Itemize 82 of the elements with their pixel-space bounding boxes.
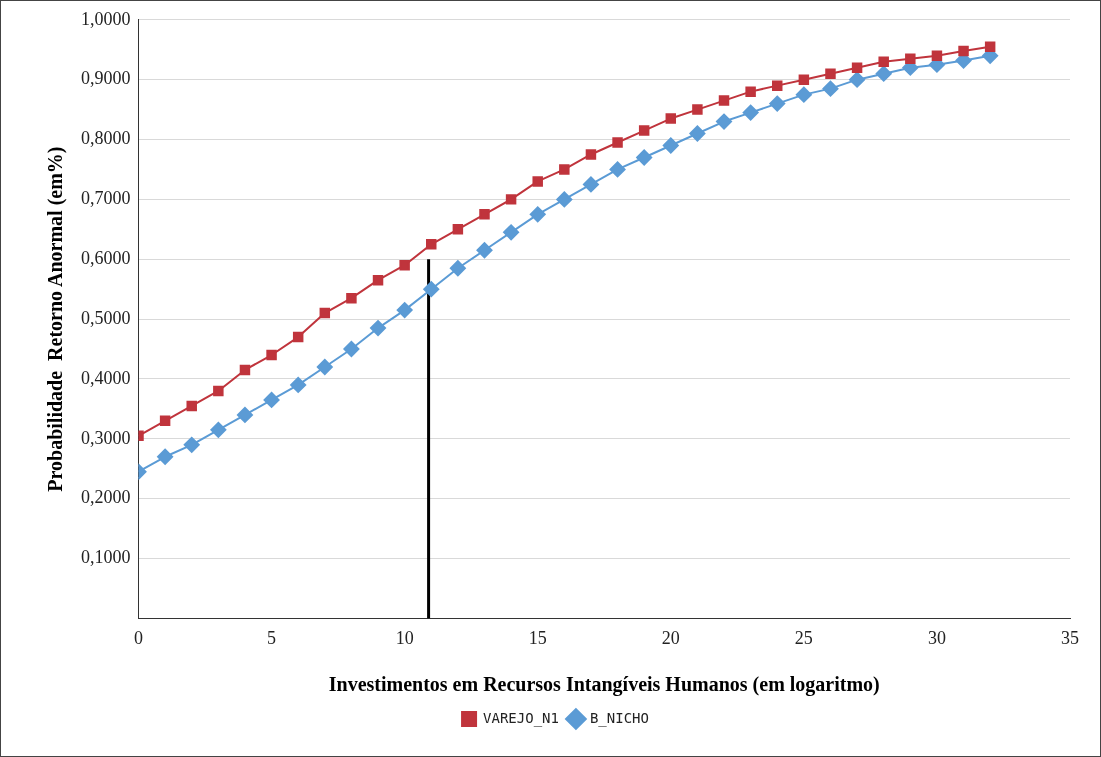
- point: [875, 65, 892, 82]
- x-tick-label: 30: [927, 627, 946, 648]
- x-tick-label: 20: [661, 627, 680, 648]
- point: [716, 113, 733, 130]
- point: [905, 53, 916, 64]
- point: [399, 259, 410, 271]
- point: [609, 161, 626, 178]
- y-tick-label: 0,7000: [81, 188, 131, 209]
- point: [556, 191, 573, 208]
- point: [689, 125, 706, 142]
- y-tick-label: 1,0000: [81, 8, 131, 29]
- point: [479, 209, 490, 220]
- y-tick-label: 0,1000: [81, 547, 131, 568]
- point: [532, 176, 543, 187]
- y-axis-title: Probabilidade Retorno Anormal (em%): [44, 146, 68, 492]
- point: [849, 71, 866, 88]
- point: [449, 260, 466, 277]
- point: [505, 194, 517, 205]
- point: [745, 86, 756, 97]
- y-tick-label: 0,5000: [81, 307, 131, 328]
- point: [316, 358, 333, 375]
- point: [798, 74, 810, 85]
- point: [319, 307, 331, 319]
- point: [795, 86, 812, 103]
- point: [157, 448, 174, 465]
- point: [423, 281, 440, 298]
- x-axis-title: Investimentos em Recursos Intangíveis Humanos (em logaritmo): [328, 673, 880, 697]
- point: [772, 80, 783, 91]
- point: [372, 274, 384, 286]
- x-tick-label: 10: [395, 627, 414, 648]
- point: [825, 68, 836, 79]
- y-tick-label: 0,8000: [81, 128, 131, 149]
- point: [742, 104, 759, 121]
- point: [503, 224, 520, 241]
- point: [343, 341, 360, 358]
- point: [665, 113, 677, 124]
- legend-label: VAREJO_N1: [483, 709, 559, 727]
- point: [426, 239, 437, 250]
- point: [183, 436, 200, 453]
- point: [958, 45, 969, 57]
- x-tick-label: 0: [134, 627, 143, 648]
- point: [636, 149, 653, 166]
- point: [638, 125, 650, 136]
- point: [769, 95, 786, 112]
- point: [476, 242, 493, 259]
- point: [290, 376, 307, 393]
- y-tick-label: 0,4000: [81, 367, 131, 388]
- point: [585, 149, 597, 160]
- point: [529, 206, 546, 223]
- point: [559, 164, 570, 175]
- point: [396, 302, 413, 319]
- point: [692, 104, 703, 115]
- point: [159, 415, 171, 427]
- point: [236, 406, 253, 423]
- point: [662, 137, 679, 154]
- y-tick-label: 0,2000: [81, 487, 131, 508]
- point: [822, 80, 839, 97]
- point: [851, 62, 863, 73]
- x-tick-label: 25: [794, 627, 813, 648]
- legend-label: B_NICHO: [589, 709, 649, 727]
- point: [582, 176, 599, 193]
- point: [984, 41, 996, 52]
- point: [210, 421, 227, 438]
- point: [718, 95, 730, 106]
- point: [186, 400, 197, 412]
- point: [263, 391, 280, 408]
- x-tick-label: 5: [267, 627, 277, 648]
- point: [612, 137, 623, 148]
- point: [931, 50, 943, 61]
- point: [452, 224, 464, 235]
- point: [292, 331, 304, 343]
- point: [239, 364, 251, 376]
- point: [370, 320, 387, 337]
- point: [346, 292, 357, 304]
- x-tick-label: 35: [1061, 627, 1079, 648]
- y-tick-label: 0,9000: [81, 68, 131, 89]
- point: [878, 56, 889, 67]
- y-tick-label: 0,6000: [81, 247, 131, 268]
- point: [213, 385, 224, 397]
- y-tick-label: 0,3000: [81, 427, 131, 448]
- x-tick-label: 15: [528, 627, 547, 648]
- point: [266, 349, 277, 361]
